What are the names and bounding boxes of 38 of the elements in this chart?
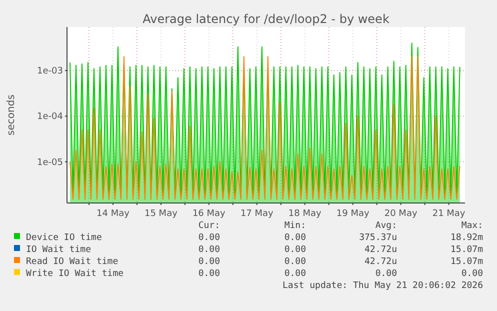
text: 0.00 — [198, 257, 220, 267]
legend-label: IO Wait time — [26, 245, 92, 255]
y-tick-label: 1e-04 — [37, 112, 64, 122]
text: 15.07m — [450, 245, 483, 255]
x-tick-label: 15 May — [144, 209, 178, 219]
x-tick-label: 20 May — [384, 209, 418, 219]
text: Min: — [284, 221, 306, 231]
x-tick-label: 14 May — [96, 209, 130, 219]
text: 0.00 — [284, 269, 306, 279]
x-tick-label: 16 May — [192, 209, 226, 219]
legend-label: Read IO Wait time — [26, 257, 118, 267]
y-tick-label: 1e-03 — [37, 66, 63, 77]
legend-label: Write IO Wait time — [26, 269, 124, 279]
text: 0.00 — [284, 245, 306, 255]
text: Max: — [461, 221, 483, 231]
text: 18.92m — [450, 233, 483, 243]
text: 0.00 — [198, 269, 220, 279]
x-tick-label: 19 May — [336, 209, 370, 219]
chart-title: Average latency for /dev/loop2 - by week — [142, 12, 390, 26]
text: 15.07m — [450, 257, 483, 267]
text: Cur: — [198, 221, 220, 231]
x-tick-label: 18 May — [288, 209, 322, 219]
text: 0.00 — [198, 245, 220, 255]
y-axis-title: seconds — [6, 94, 17, 136]
text: 0.00 — [284, 233, 306, 243]
x-tick-label: 17 May — [240, 209, 274, 219]
text: Last update: Thu May 21 20:06:02 2026 — [282, 281, 483, 291]
text: 0.00 — [284, 257, 306, 267]
text: 0.00 — [461, 269, 483, 279]
text: 42.72u — [364, 257, 397, 267]
legend-label: Device IO time — [26, 233, 102, 243]
text: 0.00 — [375, 269, 397, 279]
text: Avg: — [375, 221, 397, 231]
x-tick-label: 21 May — [432, 209, 466, 219]
y-tick-label: 1e-05 — [37, 158, 63, 168]
text: 42.72u — [364, 245, 397, 255]
text: 0.00 — [198, 233, 220, 243]
text: 375.37u — [359, 233, 397, 243]
